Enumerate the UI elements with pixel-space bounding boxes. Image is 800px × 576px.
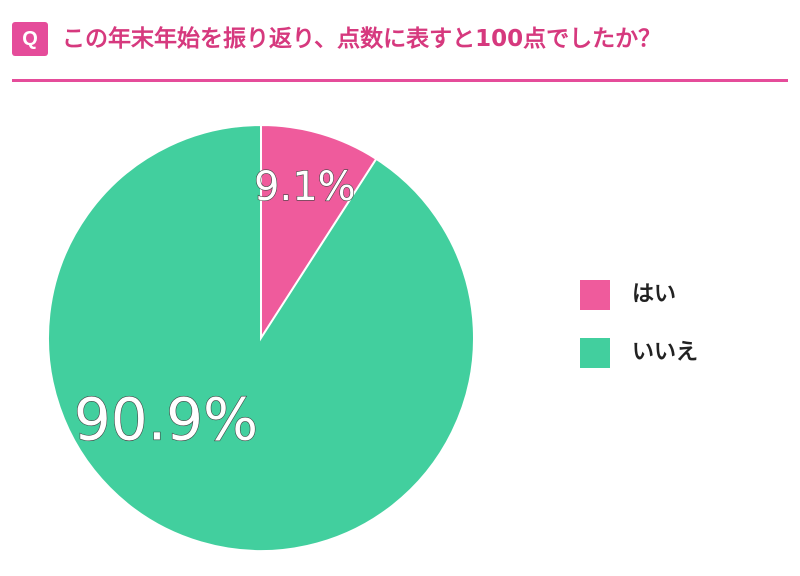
pie-label-no: 90.9% (74, 386, 258, 454)
question-text: この年末年始を振り返り、点数に表すと100点でしたか？ (62, 26, 662, 52)
question-header: Q この年末年始を振り返り、点数に表すと100点でしたか？ (12, 22, 788, 70)
pie-slice-yes (260, 123, 378, 342)
header-divider (12, 79, 788, 82)
pie-slice-labels: 9.1% 90.9% (73, 163, 356, 454)
legend-label-yes: はい (632, 282, 677, 307)
pie-slices (47, 123, 475, 552)
pie-slice-no (47, 123, 475, 552)
legend-label-no: いいえ (632, 340, 699, 365)
legend-swatch-yes (580, 280, 610, 310)
q-badge: Q (12, 22, 48, 56)
legend-swatch-no (580, 338, 610, 368)
pie-label-yes: 9.1% (254, 164, 356, 210)
